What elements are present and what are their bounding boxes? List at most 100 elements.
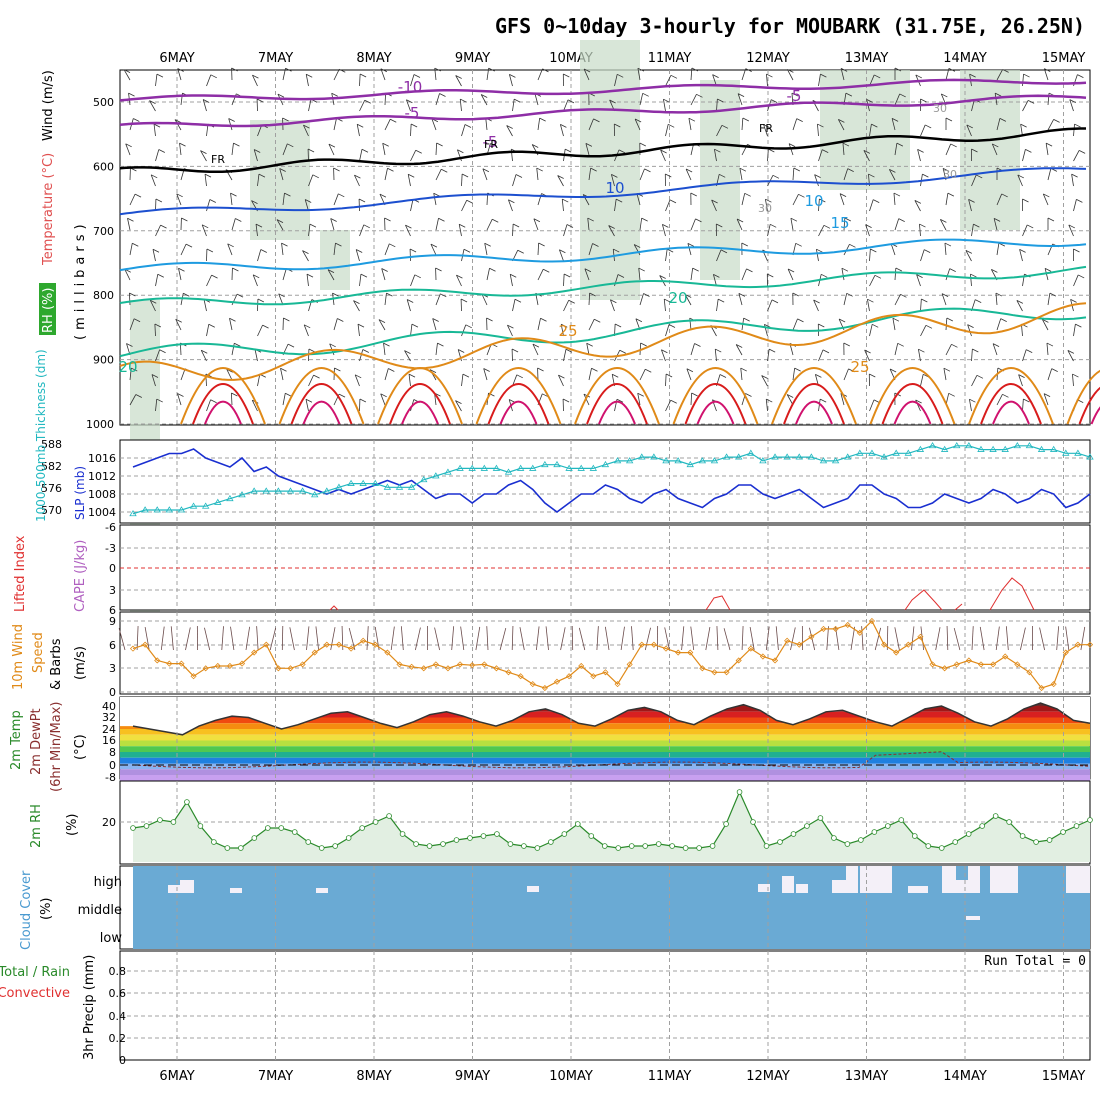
barb-shaft	[252, 74, 258, 87]
surface-lobe	[180, 367, 266, 425]
wind-marker	[759, 653, 766, 660]
barb-shaft	[230, 193, 233, 206]
barb-feather	[845, 92, 853, 97]
barb-shaft	[665, 75, 672, 87]
barb-shaft	[1072, 374, 1074, 387]
barb-shaft	[359, 274, 362, 287]
barb-10m	[170, 626, 174, 651]
barb-shaft	[410, 199, 414, 212]
barb-feather	[687, 243, 695, 247]
barb-feather	[793, 167, 801, 172]
wind-marker	[771, 657, 779, 664]
barb-shaft	[792, 118, 798, 131]
barb-10m	[185, 627, 191, 651]
rh-marker	[628, 843, 635, 849]
rh-marker	[130, 825, 136, 831]
bottom-date-axis: 6MAY 7MAY 8MAY 9MAY 10MAY 11MAY 12MAY 13MAY 14MA…	[159, 1069, 1085, 1084]
wind-marker	[1062, 649, 1069, 656]
barb-10m	[519, 627, 525, 651]
wind-marker	[868, 617, 876, 625]
temp-ylabel-units: (°C)	[73, 734, 88, 760]
barb-10m	[400, 626, 404, 651]
barb-shaft	[251, 400, 258, 412]
barb-feather	[1016, 300, 1024, 304]
barb-feather	[940, 219, 947, 223]
barb-feather	[1020, 123, 1027, 128]
rh-marker	[224, 845, 231, 851]
barb-feather	[332, 292, 339, 297]
surface-lobe	[389, 383, 451, 425]
barb-feather	[787, 69, 794, 73]
barb-feather	[1053, 119, 1060, 123]
barb-feather	[543, 268, 550, 273]
cloud-gap	[968, 866, 980, 893]
wind-ylabel-3: & Barbs	[49, 638, 64, 690]
barb-feather	[362, 349, 369, 353]
barb-feather	[276, 219, 284, 223]
thickness-marker	[771, 453, 779, 460]
barb-shaft	[512, 374, 518, 387]
barb-shaft	[894, 218, 900, 231]
barb-shaft	[279, 168, 284, 181]
temp-band	[120, 740, 1090, 747]
rh-patch	[320, 230, 350, 290]
wind-marker	[238, 660, 246, 667]
barb-feather	[922, 173, 929, 178]
rh-marker	[1006, 819, 1012, 825]
barb-feather	[358, 198, 366, 203]
barb-10m	[723, 628, 731, 651]
rh-marker	[911, 833, 918, 839]
wind-marker	[553, 678, 561, 685]
tick-label: 800	[93, 289, 114, 302]
barb-feather	[455, 75, 462, 79]
barb-feather	[915, 74, 922, 79]
wind-marker	[675, 649, 682, 656]
barb-feather	[740, 367, 747, 372]
barb-feather	[413, 74, 421, 78]
barb-shaft	[767, 299, 773, 312]
barb-feather	[539, 117, 546, 122]
barb-shaft	[814, 174, 819, 187]
barb-shaft	[817, 124, 819, 137]
barb-shaft	[1020, 124, 1023, 137]
barb-feather	[283, 317, 290, 322]
rh-marker	[1073, 823, 1080, 829]
barb-shaft	[486, 268, 490, 281]
wind-marker	[747, 645, 754, 652]
barb-shaft	[818, 199, 820, 212]
barb-shaft	[508, 199, 513, 212]
barb-feather	[914, 200, 922, 204]
barb-feather	[919, 223, 926, 228]
barb-feather	[841, 267, 849, 272]
barb-feather	[537, 367, 544, 372]
barb-shaft	[378, 319, 386, 331]
thickness-marker	[141, 506, 149, 513]
barb-feather	[356, 249, 363, 253]
rh-marker	[750, 819, 756, 825]
barb-shaft	[231, 218, 236, 231]
barb-shaft	[155, 74, 158, 87]
barb-feather	[863, 150, 871, 154]
rh-marker	[844, 841, 851, 847]
barb-shaft	[894, 93, 901, 106]
barb-feather	[635, 318, 643, 323]
barb-shaft	[969, 399, 972, 412]
barb-feather	[839, 193, 847, 198]
barb-shaft	[786, 394, 794, 406]
barb-feather	[306, 73, 313, 78]
tick-label: 570	[41, 504, 62, 517]
rh-marker	[952, 839, 959, 845]
cloud-gap	[846, 866, 858, 893]
rh-marker	[642, 843, 648, 849]
barb-feather	[1044, 68, 1051, 72]
rh-marker	[386, 813, 392, 819]
barb-feather	[563, 73, 570, 78]
barb-shaft	[839, 193, 845, 206]
barb-feather	[363, 224, 370, 229]
rh-marker	[453, 837, 460, 843]
contour-label: FR	[211, 153, 225, 166]
barb-feather	[864, 349, 871, 354]
cloud-gap	[527, 886, 539, 892]
wind-marker	[626, 661, 633, 668]
barb-feather	[441, 168, 448, 173]
